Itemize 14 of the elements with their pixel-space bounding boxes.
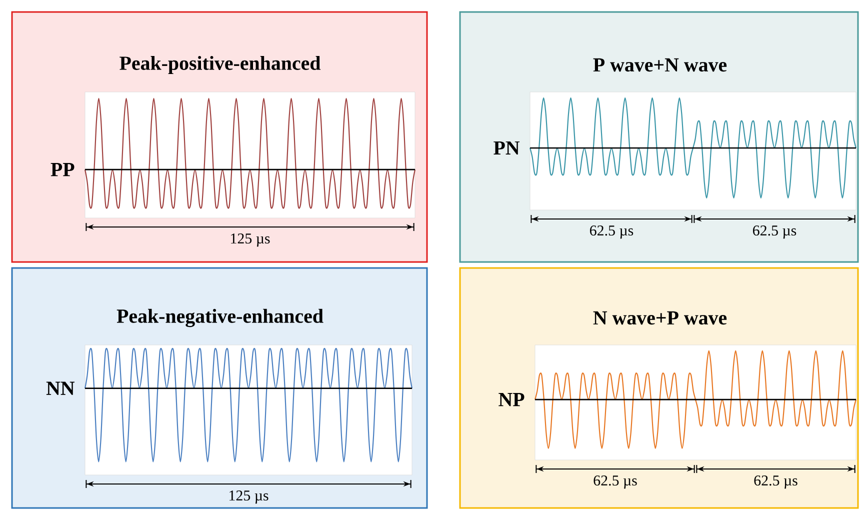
text: 62.5 µs xyxy=(590,226,634,239)
chart-title: Peak-positive-enhanced xyxy=(120,56,321,74)
chart-title: P wave+N wave xyxy=(593,58,727,72)
y-axis-title: NN xyxy=(46,382,75,395)
y-axis-title: NP xyxy=(498,393,524,406)
text: 125 µs xyxy=(230,490,268,504)
text: 125 µs xyxy=(231,234,270,247)
text: 62.5 µs xyxy=(594,476,637,489)
text: 62.5 µs xyxy=(752,226,796,239)
chart-title: Peak-negative-enhanced xyxy=(116,308,324,328)
text: 62.5 µs xyxy=(754,476,798,489)
y-axis-title: PP xyxy=(50,163,74,176)
chart-title: N wave+P wave xyxy=(593,311,727,325)
y-axis-title: PN xyxy=(494,141,520,155)
